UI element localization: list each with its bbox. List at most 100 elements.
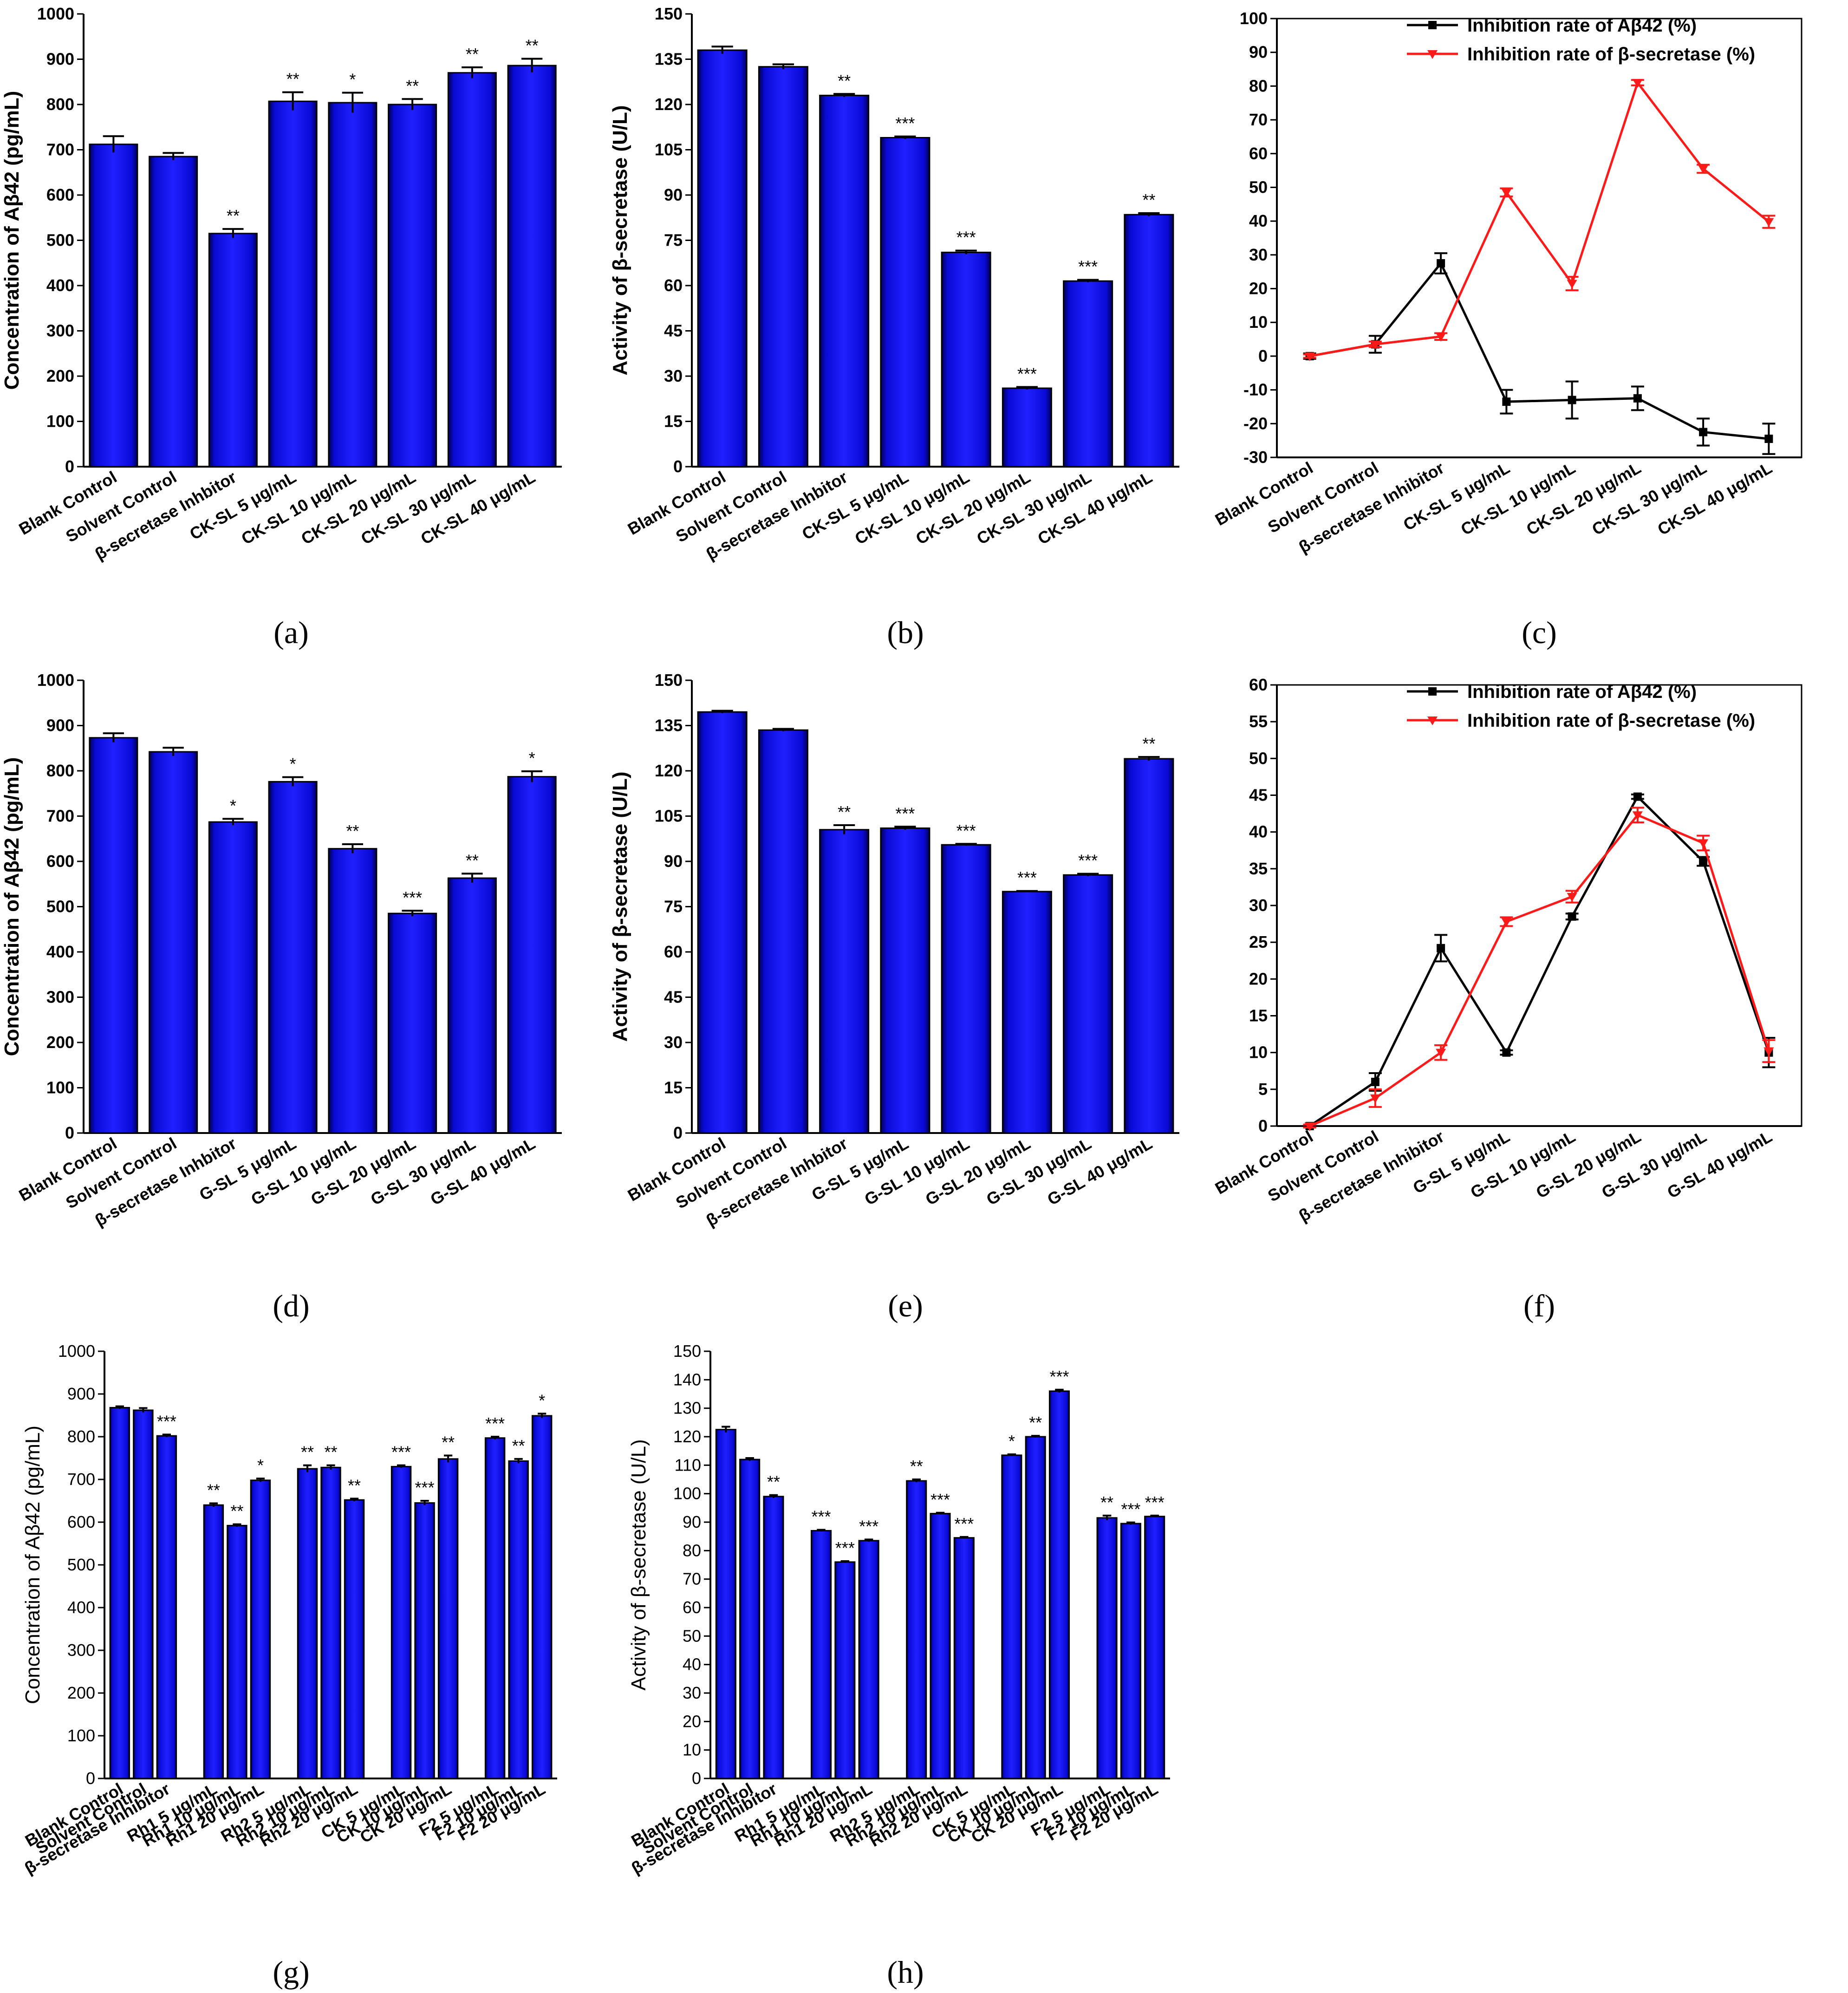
y-tick-label: 30 xyxy=(1249,896,1268,915)
y-tick-label: 300 xyxy=(46,321,74,340)
bar xyxy=(208,821,258,1134)
significance-label: *** xyxy=(1049,1367,1069,1386)
bar xyxy=(1124,758,1174,1134)
series-line-2 xyxy=(1309,814,1770,1127)
x-category-label: G-SL 40 μg/mL xyxy=(1044,1133,1155,1209)
significance-label: *** xyxy=(931,1490,950,1509)
panel-label-b: (b) xyxy=(887,615,924,650)
data-point xyxy=(1568,912,1576,921)
legend-marker xyxy=(1427,716,1438,725)
significance-label: * xyxy=(349,70,356,89)
y-tick-label: 0 xyxy=(1258,346,1268,365)
significance-label: *** xyxy=(1017,868,1037,887)
bar xyxy=(268,100,318,468)
y-tick-label: 400 xyxy=(46,942,74,961)
significance-label: ** xyxy=(406,76,419,95)
bar xyxy=(149,156,198,468)
y-tick-label: 900 xyxy=(46,716,74,735)
x-category-label: G-SL 10 μg/mL xyxy=(861,1133,973,1209)
y-tick-label: 0 xyxy=(86,1769,95,1788)
y-tick-label: -10 xyxy=(1243,380,1268,399)
y-tick-label: 105 xyxy=(655,140,683,159)
significance-label: ** xyxy=(1142,190,1155,209)
legend-label: Inhibition rate of Aβ42 (%) xyxy=(1467,15,1697,36)
data-point xyxy=(1371,1078,1379,1086)
y-axis-title: Activity of β-secretase (U/L) xyxy=(609,105,631,376)
y-tick-label: 80 xyxy=(1249,76,1268,95)
y-tick-label: 120 xyxy=(655,761,683,780)
data-point xyxy=(1764,435,1773,443)
y-tick-label: 800 xyxy=(46,761,74,780)
bar xyxy=(880,827,931,1134)
bar xyxy=(763,1496,784,1779)
legend-marker xyxy=(1428,21,1437,29)
y-tick-label: 500 xyxy=(67,1555,95,1574)
y-tick-label: 70 xyxy=(1249,110,1268,129)
significance-label: ** xyxy=(348,1476,361,1495)
significance-label: ** xyxy=(324,1443,337,1462)
bar xyxy=(531,1415,553,1779)
y-tick-label: 135 xyxy=(655,50,683,69)
y-tick-label: 800 xyxy=(46,95,74,114)
data-point xyxy=(1304,1122,1315,1131)
legend-label: Inhibition rate of β-secretase (%) xyxy=(1467,710,1755,731)
y-tick-label: 200 xyxy=(67,1683,95,1702)
y-tick-label: 45 xyxy=(664,321,683,340)
panel-label-e: (e) xyxy=(888,1288,923,1323)
y-tick-label: 130 xyxy=(673,1399,701,1418)
y-tick-label: 200 xyxy=(46,366,74,385)
chart-b: 0 15 30 45 60 75 90 105 120 135 150 Activity of β-s… xyxy=(609,4,1179,564)
y-tick-label: 150 xyxy=(673,1342,701,1361)
bar xyxy=(953,1537,975,1779)
bar xyxy=(1002,387,1052,468)
x-category-label: G-SL 20 μg/mL xyxy=(922,1133,1034,1209)
panel-label-c: (c) xyxy=(1522,615,1556,650)
y-tick-label: 0 xyxy=(673,457,683,476)
bar xyxy=(1144,1516,1165,1779)
y-tick-label: 10 xyxy=(683,1740,701,1759)
data-point xyxy=(1502,1048,1511,1057)
bar xyxy=(880,137,931,468)
chart-g: 0 100 200 300 400 500 600 700 800 900 1000 Concentr… xyxy=(21,1342,557,1878)
bar xyxy=(758,66,808,468)
significance-label: * xyxy=(230,796,236,815)
significance-label: ** xyxy=(512,1436,525,1455)
bar xyxy=(388,104,437,468)
x-category-label: G-SL 20 μg/mL xyxy=(307,1133,419,1209)
x-category-label: CK-SL 10 μg/mL xyxy=(1458,458,1579,539)
panel-label-f: (f) xyxy=(1523,1288,1555,1323)
significance-label: ** xyxy=(838,802,851,821)
bar xyxy=(414,1502,435,1779)
bar xyxy=(1096,1517,1118,1779)
chart-e: 0 15 30 45 60 75 90 105 120 135 150 Activity of β-s… xyxy=(609,671,1179,1230)
y-tick-label: 1000 xyxy=(37,4,74,23)
y-tick-label: 500 xyxy=(46,231,74,250)
y-tick-label: 900 xyxy=(67,1384,95,1403)
bar xyxy=(227,1524,247,1779)
y-tick-label: 900 xyxy=(46,50,74,69)
bar xyxy=(810,1530,832,1779)
y-tick-label: 10 xyxy=(1249,313,1268,332)
y-tick-label: 135 xyxy=(655,716,683,735)
significance-label: ** xyxy=(466,45,479,64)
y-tick-label: 100 xyxy=(1240,9,1268,28)
bar xyxy=(268,781,318,1134)
chart-a: 0 100 200 300 400 500 600 700 800 900 1000 Concentr… xyxy=(0,4,562,564)
bar xyxy=(508,1460,529,1779)
significance-label: *** xyxy=(812,1507,831,1526)
series-line-2 xyxy=(1309,80,1770,358)
bar xyxy=(437,1458,459,1779)
significance-label: ** xyxy=(227,206,240,225)
y-tick-label: 80 xyxy=(683,1541,701,1560)
chart-d: 0 100 200 300 400 500 600 700 800 900 1000 Concentr… xyxy=(0,671,562,1230)
y-tick-label: 60 xyxy=(664,276,683,295)
data-point xyxy=(1698,165,1709,174)
y-tick-label: 60 xyxy=(1249,144,1268,163)
significance-label: *** xyxy=(895,114,915,133)
y-tick-label: 60 xyxy=(683,1598,701,1617)
y-tick-label: 700 xyxy=(46,140,74,159)
bar xyxy=(834,1561,856,1779)
bar xyxy=(89,737,138,1134)
data-point xyxy=(1699,857,1708,866)
y-tick-label: 120 xyxy=(673,1427,701,1446)
